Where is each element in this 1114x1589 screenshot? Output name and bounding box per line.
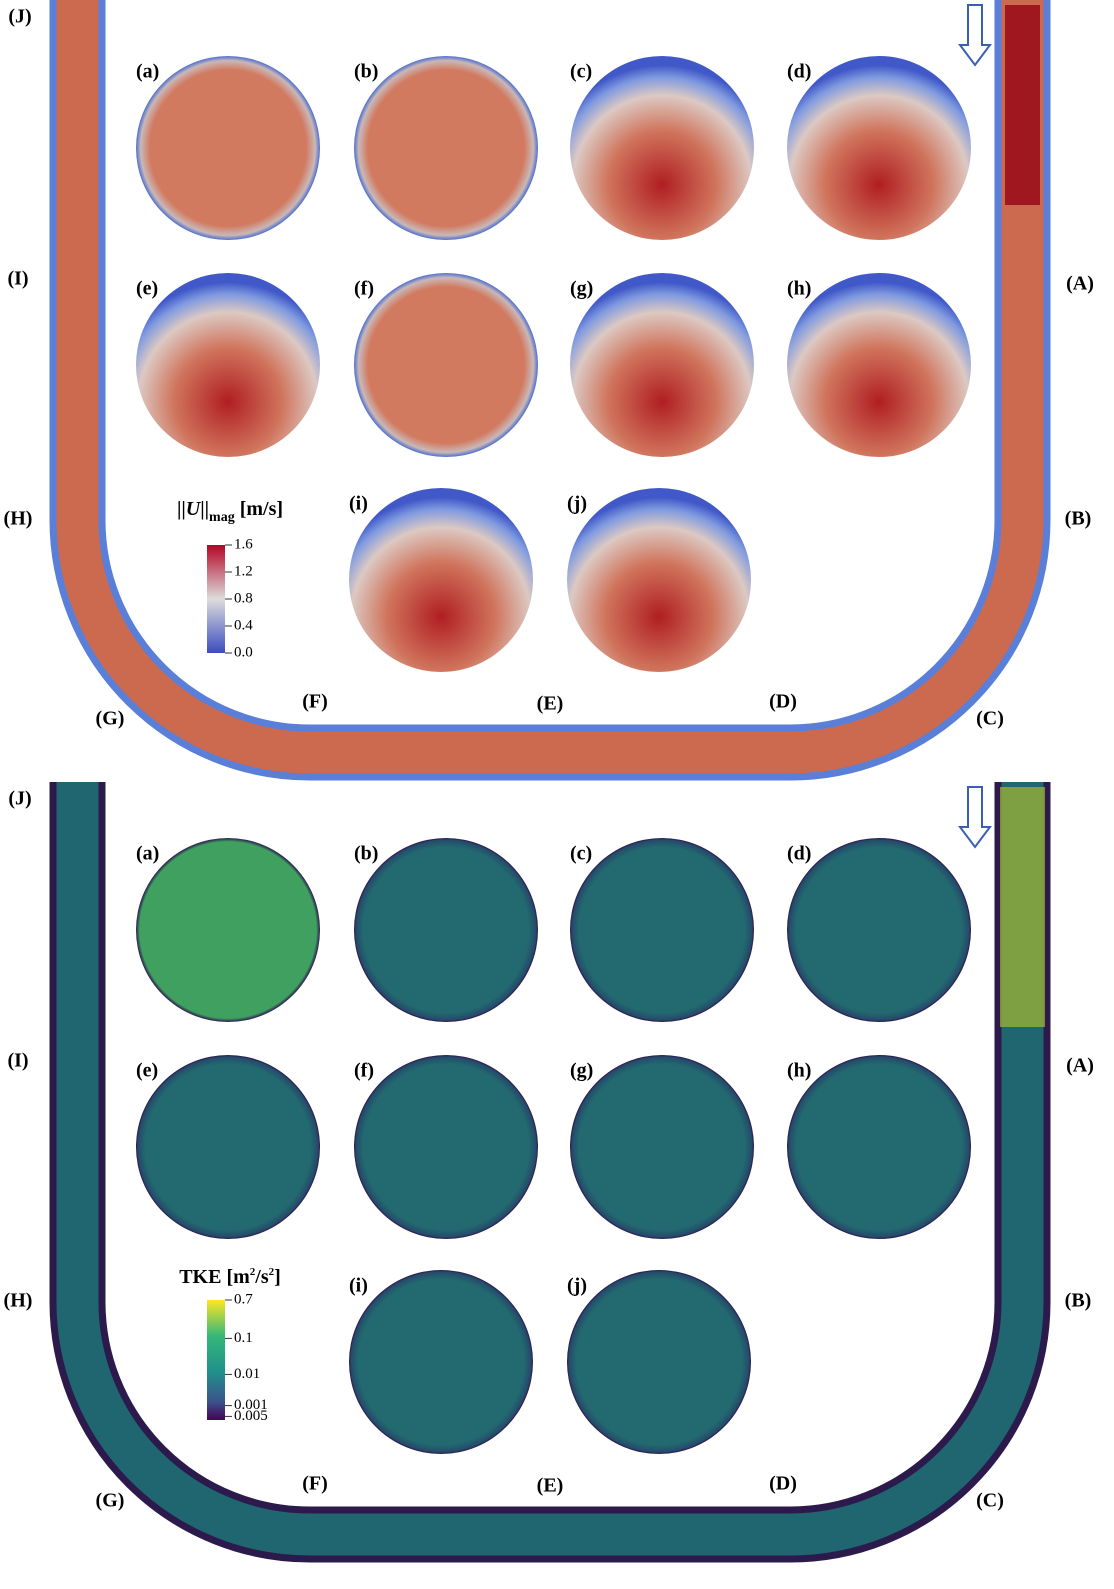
colorbar-title-part: ||	[177, 498, 186, 520]
cross-section	[787, 273, 971, 457]
colorbar-tick-label: 0.7	[234, 1291, 253, 1307]
section-label: (j)	[567, 493, 587, 515]
station-label: (E)	[537, 693, 564, 715]
colorbar-tick-label: 0.005	[234, 1408, 268, 1424]
section-label: (i)	[349, 1275, 368, 1297]
panel: (A) (B) (C) (D) (E) (F) (G) (H) (I) (J) (a) (b) (c) (…	[4, 0, 1094, 753]
cross-section	[570, 56, 754, 240]
colorbar-title-part: ||	[200, 498, 209, 520]
section-label: (f)	[354, 278, 374, 300]
cross-section	[349, 1270, 533, 1454]
station-label: (D)	[769, 1473, 797, 1495]
section-label: (h)	[787, 1060, 811, 1082]
colorbar-title-part: TKE [m	[179, 1266, 250, 1288]
colorbar	[207, 1300, 225, 1420]
station-label: (B)	[1065, 508, 1092, 530]
station-label: (A)	[1066, 273, 1094, 295]
colorbar-title: ||U||mag [m/s]	[177, 498, 283, 525]
cross-section	[787, 56, 971, 240]
section-label: (e)	[136, 1060, 158, 1082]
figure: (A) (B) (C) (D) (E) (F) (G) (H) (I) (J) (a) (b) (c) (…	[0, 0, 1114, 1589]
colorbar-tick-label: 0.01	[234, 1366, 260, 1382]
cross-section	[354, 1055, 538, 1239]
cross-section	[136, 56, 320, 240]
cross-section	[349, 488, 533, 672]
section-label: (c)	[570, 843, 592, 865]
section-label: (f)	[354, 1060, 374, 1082]
colorbar-title: TKE [m2/s2]	[179, 1266, 281, 1288]
panel: (A) (B) (C) (D) (E) (F) (G) (H) (I) (J) (a) (b) (c) (…	[4, 782, 1094, 1535]
inflow-arrow	[960, 5, 990, 65]
section-label: (g)	[570, 1060, 593, 1082]
colorbar-title-part: mag	[209, 510, 235, 525]
station-label: (G)	[96, 1490, 125, 1512]
station-label: (F)	[302, 691, 328, 713]
colorbar-title-part: [m/s]	[235, 498, 283, 520]
cross-section	[354, 838, 538, 1022]
station-label: (C)	[976, 708, 1004, 730]
station-label: (J)	[8, 6, 31, 28]
inflow-arrow	[960, 787, 990, 847]
station-label: (F)	[302, 1473, 328, 1495]
colorbar-title-part: ]	[274, 1266, 281, 1288]
section-label: (d)	[787, 61, 811, 83]
colorbar-tick-label: 1.6	[234, 536, 253, 552]
cross-section	[136, 273, 320, 457]
station-label: (J)	[8, 788, 31, 810]
inlet-highlight	[1000, 787, 1045, 1027]
cross-section	[787, 838, 971, 1022]
station-label: (I)	[7, 268, 28, 290]
station-label: (H)	[4, 508, 33, 530]
section-label: (b)	[354, 843, 378, 865]
cross-section	[570, 273, 754, 457]
cross-section	[570, 1055, 754, 1239]
cross-section	[567, 488, 751, 672]
station-label: (C)	[976, 1490, 1004, 1512]
cross-section	[354, 56, 538, 240]
colorbar-tick-label: 0.0	[234, 644, 253, 660]
station-label: (A)	[1066, 1055, 1094, 1077]
colorbar-title-part: /s	[254, 1266, 269, 1288]
colorbar-tick-label: 1.2	[234, 563, 253, 579]
cross-section	[354, 273, 538, 457]
colorbar-tick-label: 0.1	[234, 1330, 253, 1346]
station-label: (I)	[7, 1050, 28, 1072]
section-label: (a)	[136, 61, 159, 83]
cross-section	[787, 1055, 971, 1239]
section-label: (c)	[570, 61, 592, 83]
section-label: (d)	[787, 843, 811, 865]
cross-section	[136, 1055, 320, 1239]
section-label: (a)	[136, 843, 159, 865]
station-label: (G)	[96, 708, 125, 730]
colorbar-tick-label: 0.4	[234, 617, 253, 633]
section-label: (i)	[349, 493, 368, 515]
cross-section	[136, 838, 320, 1022]
inlet-highlight	[1005, 5, 1040, 205]
cross-section	[570, 838, 754, 1022]
station-label: (D)	[769, 691, 797, 713]
station-label: (H)	[4, 1290, 33, 1312]
section-label: (g)	[570, 278, 593, 300]
section-label: (h)	[787, 278, 811, 300]
section-label: (j)	[567, 1275, 587, 1297]
colorbar-tick-label: 0.8	[234, 590, 253, 606]
station-label: (E)	[537, 1475, 564, 1497]
cross-section	[567, 1270, 751, 1454]
section-label: (b)	[354, 61, 378, 83]
section-label: (e)	[136, 278, 158, 300]
station-label: (B)	[1065, 1290, 1092, 1312]
colorbar	[207, 545, 225, 653]
